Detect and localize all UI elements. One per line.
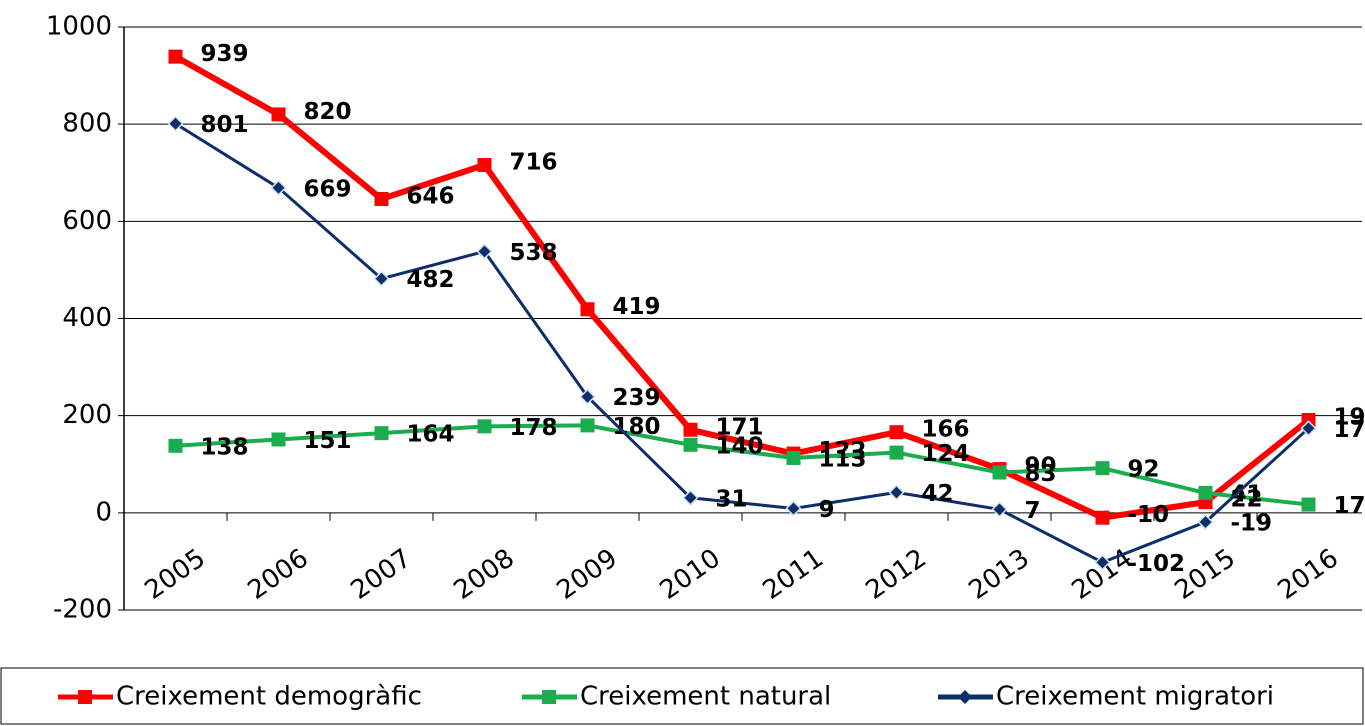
data-label: -102 — [1128, 551, 1186, 577]
x-tick-label: 2006 — [243, 543, 314, 606]
point — [168, 49, 183, 64]
x-tick-label: 2016 — [1273, 543, 1344, 606]
data-label: 166 — [922, 417, 970, 443]
point — [1197, 514, 1214, 531]
legend-marker — [958, 690, 972, 704]
point — [270, 179, 287, 196]
data-label: 140 — [716, 433, 764, 459]
x-tick-label: 2011 — [758, 543, 829, 606]
point — [683, 422, 698, 437]
point — [1301, 413, 1316, 428]
point — [991, 501, 1008, 518]
x-tick-label: 2013 — [964, 543, 1035, 606]
point — [889, 425, 904, 440]
point — [477, 157, 492, 172]
x-tick-label: 2007 — [346, 543, 417, 606]
data-label: 669 — [304, 176, 352, 202]
x-tick-label: 2008 — [449, 543, 520, 606]
legend-label: Creixement demogràfic — [116, 682, 422, 712]
point — [1301, 497, 1316, 512]
point — [786, 450, 801, 465]
data-label: 42 — [922, 481, 954, 507]
point — [580, 302, 595, 317]
data-label: 820 — [304, 99, 352, 125]
point — [1095, 510, 1110, 525]
y-tick-label: 400 — [62, 303, 112, 333]
x-tick-label: 2005 — [140, 543, 211, 606]
data-label: -10 — [1128, 502, 1170, 528]
data-label: 151 — [304, 428, 352, 454]
point — [477, 419, 492, 434]
point — [992, 465, 1007, 480]
y-tick-label: 600 — [62, 206, 112, 236]
data-label: 801 — [201, 112, 249, 138]
data-label: 646 — [407, 183, 455, 209]
point — [374, 426, 389, 441]
data-label: 113 — [819, 446, 867, 472]
point — [579, 388, 596, 405]
point — [1095, 461, 1110, 476]
legend-marker — [542, 690, 556, 704]
data-label: 239 — [613, 385, 661, 411]
point — [271, 107, 286, 122]
data-label: 191 — [1334, 405, 1365, 431]
data-label: 92 — [1128, 457, 1160, 483]
data-label: 138 — [201, 434, 249, 460]
data-label: 178 — [510, 415, 558, 441]
y-tick-label: 800 — [62, 109, 112, 139]
data-label: 17 — [1334, 493, 1365, 519]
legend-label: Creixement migratori — [996, 682, 1274, 712]
point — [1094, 554, 1111, 571]
point — [889, 445, 904, 460]
data-label: 7 — [1025, 498, 1041, 524]
point — [1300, 420, 1317, 437]
data-label: 419 — [613, 294, 661, 320]
y-tick-label: 200 — [62, 400, 112, 430]
data-label: 122 — [819, 438, 867, 464]
legend-box — [0, 667, 1364, 725]
data-label: 31 — [716, 486, 748, 512]
point — [476, 243, 493, 260]
point — [1198, 485, 1213, 500]
data-label: 180 — [613, 414, 661, 440]
point — [682, 489, 699, 506]
x-tick-label: 2010 — [655, 543, 726, 606]
data-label: 83 — [1025, 461, 1057, 487]
line — [175, 423, 1309, 507]
data-label: 174 — [1334, 417, 1365, 443]
data-label: 90 — [1025, 454, 1057, 480]
data-label: 716 — [510, 149, 558, 175]
data-label: 9 — [819, 497, 835, 523]
line — [174, 122, 1310, 565]
point — [683, 437, 698, 452]
x-tick-label: 2012 — [861, 543, 932, 606]
point — [785, 500, 802, 517]
point — [374, 191, 389, 206]
point — [888, 484, 905, 501]
series: 801 669 482 538 239 31 9 42 7 -102 -19 174 — [167, 112, 1365, 577]
point — [167, 115, 184, 132]
data-label: 939 — [201, 41, 249, 67]
y-tick-label: -200 — [53, 595, 112, 625]
point — [580, 418, 595, 433]
data-label: -19 — [1231, 511, 1273, 537]
data-label: 124 — [922, 441, 970, 467]
data-label: 482 — [407, 267, 455, 293]
point — [271, 432, 286, 447]
data-label: 538 — [510, 240, 558, 266]
data-label: 164 — [407, 422, 455, 448]
y-tick-label: 1000 — [46, 12, 112, 42]
line — [174, 54, 1311, 521]
legend-marker — [78, 690, 92, 704]
point — [168, 438, 183, 453]
x-tick-label: 2009 — [552, 543, 623, 606]
data-label: 171 — [716, 414, 764, 440]
y-tick-label: 0 — [95, 497, 112, 527]
legend-label: Creixement natural — [580, 682, 831, 712]
point — [373, 270, 390, 287]
